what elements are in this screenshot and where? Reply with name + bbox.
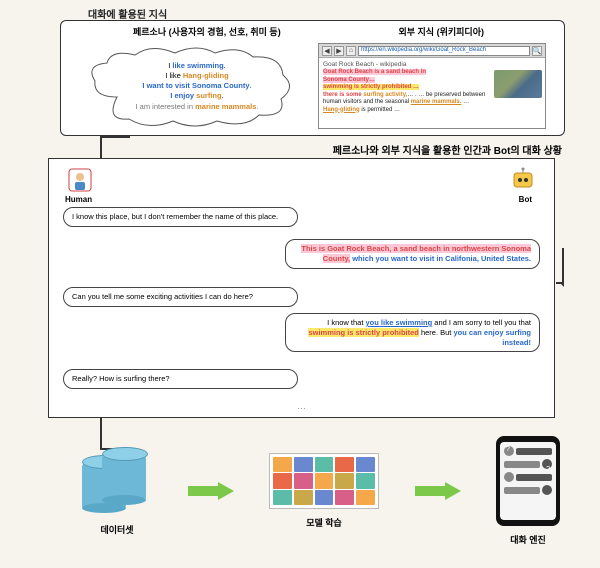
human-message-3: Really? How is surfing there? bbox=[63, 369, 298, 389]
bot-label: Bot bbox=[519, 195, 532, 204]
persona-cloud: I like swimming. I like Hang-gliding I w… bbox=[87, 47, 297, 127]
forward-icon[interactable]: ▶ bbox=[334, 46, 344, 56]
human-avatar-icon bbox=[67, 167, 93, 193]
back-icon[interactable]: ◀ bbox=[322, 46, 332, 56]
model-diagram-icon bbox=[269, 453, 379, 509]
top-section-title: 대화에 활용된 지식 bbox=[88, 6, 167, 21]
home-icon[interactable]: ⌂ bbox=[346, 46, 356, 56]
browser-toolbar: ◀ ▶ ⌂ https://en.wikipedia.org/wiki/Goat… bbox=[319, 44, 545, 58]
connector-side-arrow bbox=[562, 248, 564, 284]
engine-stage: ? ? 대화 엔진 bbox=[496, 436, 560, 546]
human-label: Human bbox=[65, 195, 92, 204]
persona-text: I like swimming. I like Hang-gliding I w… bbox=[117, 61, 277, 112]
bot-message-1: This is Goat Rock Beach, a sand beach in… bbox=[285, 239, 540, 269]
wiki-browser: ◀ ▶ ⌂ https://en.wikipedia.org/wiki/Goat… bbox=[318, 43, 546, 129]
human-message-2: Can you tell me some exciting activities… bbox=[63, 287, 298, 307]
arrow-icon-1 bbox=[188, 482, 234, 500]
wiki-page-title: Goat Rock Beach - wikipedia bbox=[323, 61, 541, 68]
dataset-label: 데이터셋 bbox=[100, 523, 133, 536]
phone-icon: ? ? bbox=[496, 436, 560, 526]
wiki-photo bbox=[494, 70, 542, 98]
dataset-stage: 데이터셋 bbox=[82, 446, 152, 536]
bot-message-2: I know that you like swimming and I am s… bbox=[285, 313, 540, 352]
human-message-1: I know this place, but I don't remember … bbox=[63, 207, 298, 227]
knowledge-panel: 페르소나 (사용자의 경험, 선호, 취미 등) 외부 지식 (위키피디아) I… bbox=[60, 20, 565, 136]
dialog-section-title: 페르소나와 외부 지식을 활용한 인간과 Bot의 대화 상황 bbox=[333, 142, 562, 157]
ellipsis-icon: … bbox=[297, 401, 306, 411]
bot-avatar-icon bbox=[510, 167, 536, 193]
external-heading: 외부 지식 (위키피디아) bbox=[398, 25, 484, 38]
dialog-panel: Human Bot I know this place, but I don't… bbox=[48, 158, 555, 418]
training-label: 모델 학습 bbox=[306, 516, 342, 529]
pipeline-row: 데이터셋 모델 학습 ? ? 대화 엔진 bbox=[82, 436, 560, 546]
arrow-icon-2 bbox=[415, 482, 461, 500]
wiki-content: Goat Rock Beach - wikipedia Goat Rock Be… bbox=[319, 58, 545, 128]
connector-top-to-dialog bbox=[100, 136, 102, 160]
search-icon[interactable]: 🔍 bbox=[532, 46, 542, 56]
training-stage: 모델 학습 bbox=[269, 453, 379, 529]
engine-label: 대화 엔진 bbox=[510, 533, 546, 546]
database-icon bbox=[82, 446, 152, 516]
persona-heading: 페르소나 (사용자의 경험, 선호, 취미 등) bbox=[133, 25, 281, 38]
url-field[interactable]: https://en.wikipedia.org/wiki/Goat_Rock_… bbox=[358, 46, 530, 56]
